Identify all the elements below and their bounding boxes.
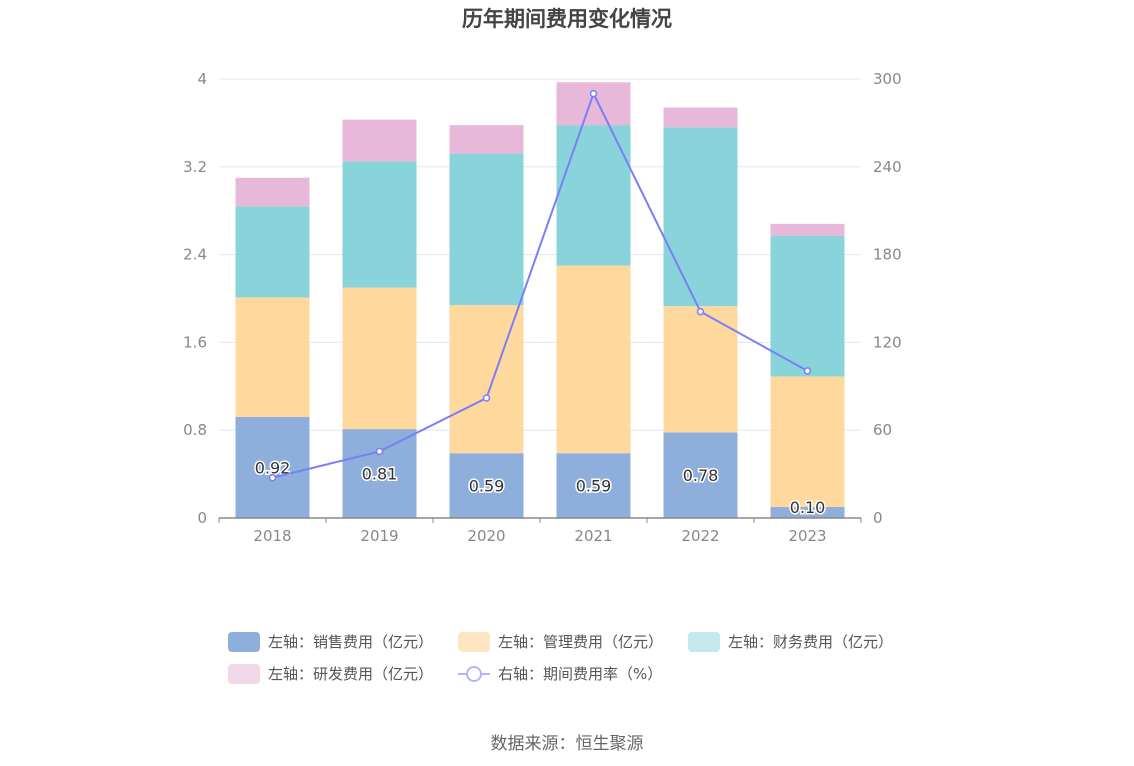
right-axis-tick-label: 180 xyxy=(873,246,902,264)
rate-point xyxy=(268,474,277,482)
rate-line xyxy=(272,91,808,479)
bar-sales xyxy=(770,507,845,518)
bar-finance xyxy=(235,206,310,298)
bar-sales xyxy=(342,429,417,518)
legend-swatch-admin xyxy=(458,631,490,652)
bar-rnd xyxy=(342,119,417,162)
left-axis-tick-label: 4 xyxy=(197,70,207,88)
left-axis-tick-label: 3.2 xyxy=(183,158,207,176)
bar-admin xyxy=(663,306,738,433)
x-axis-tick-label: 2023 xyxy=(788,527,826,545)
rate-point xyxy=(803,367,812,375)
data-label-sales: 0.59 xyxy=(576,477,612,496)
data-label-sales: 0.78 xyxy=(683,466,719,485)
data-label-sales: 0.92 xyxy=(255,459,291,478)
bar-rnd xyxy=(449,125,524,154)
bar-finance xyxy=(556,125,631,266)
x-axis-tick-label: 2022 xyxy=(681,527,719,545)
left-axis-tick-label: 0.8 xyxy=(183,421,207,439)
bar-sales xyxy=(663,432,738,518)
bar-label-layer: 0.92 0.81 0.59 0.59 0.78 0.10 xyxy=(253,457,827,519)
bar-layer xyxy=(235,82,845,518)
legend-label-rate: 右轴：期间费用率（%） xyxy=(498,665,663,683)
chart-title: 历年期间费用变化情况 xyxy=(462,7,672,31)
rate-point xyxy=(375,447,384,456)
legend-swatch-sales xyxy=(228,631,260,652)
bar-rnd xyxy=(663,107,738,128)
bar-finance xyxy=(342,161,417,288)
bar-sales xyxy=(449,453,524,518)
bar-rnd xyxy=(235,177,310,207)
bar-admin xyxy=(342,287,417,430)
legend-swatch-finance xyxy=(688,631,720,652)
legend-label-rnd: 左轴：研发费用（亿元） xyxy=(268,665,434,683)
legend-label-sales: 左轴：销售费用（亿元） xyxy=(268,633,434,651)
legend-item-rate[interactable]: 右轴：期间费用率（%） xyxy=(458,663,662,684)
chart-plot: 0.92 0.81 0.59 0.59 0.78 0.10 0 0 0.8 60 1.6 120 2.… xyxy=(183,70,902,545)
right-axis-tick-label: 120 xyxy=(873,333,902,351)
axes: 0 0 0.8 60 1.6 120 2.4 180 3.2 240 4 300 2018 2019 202… xyxy=(183,70,902,545)
legend-label-finance: 左轴：财务费用（亿元） xyxy=(728,633,894,651)
bar-rnd xyxy=(556,82,631,126)
left-axis-tick-label: 1.6 xyxy=(183,333,207,351)
legend-swatch-rate xyxy=(458,664,490,684)
rate-point xyxy=(589,89,598,98)
rate-point xyxy=(482,394,491,402)
data-label-sales: 0.10 xyxy=(790,498,826,517)
bar-finance xyxy=(770,235,845,377)
bar-admin xyxy=(235,297,310,418)
bar-finance xyxy=(663,127,738,307)
right-axis-tick-label: 60 xyxy=(873,421,892,439)
bar-rnd xyxy=(770,223,845,236)
right-axis-tick-label: 240 xyxy=(873,158,902,176)
legend-label-admin: 左轴：管理费用（亿元） xyxy=(498,633,664,651)
x-axis-tick-label: 2021 xyxy=(574,527,612,545)
bar-finance xyxy=(449,153,524,306)
legend-item-admin[interactable]: 左轴：管理费用（亿元） xyxy=(458,631,663,652)
legend-swatch-rnd xyxy=(228,663,260,684)
x-axis-tick-label: 2020 xyxy=(467,527,505,545)
rate-point xyxy=(696,307,705,316)
bar-admin xyxy=(770,376,845,508)
legend-item-rnd[interactable]: 左轴：研发费用（亿元） xyxy=(228,663,433,684)
data-label-sales: 0.59 xyxy=(469,477,505,496)
left-axis-tick-label: 0 xyxy=(197,509,207,527)
legend-item-finance[interactable]: 左轴：财务费用（亿元） xyxy=(688,631,893,652)
right-axis-tick-label: 0 xyxy=(873,509,883,527)
x-axis-tick-label: 2018 xyxy=(253,527,291,545)
left-axis-tick-label: 2.4 xyxy=(183,246,207,264)
bar-sales xyxy=(556,453,631,518)
data-source: 数据来源：恒生聚源 xyxy=(490,734,644,754)
bar-sales xyxy=(235,417,310,518)
legend-item-sales[interactable]: 左轴：销售费用（亿元） xyxy=(228,631,433,652)
x-axis-tick-label: 2019 xyxy=(360,527,398,545)
right-axis-tick-label: 300 xyxy=(873,70,902,88)
gridlines xyxy=(219,78,861,431)
data-label-sales: 0.81 xyxy=(362,465,398,484)
line-layer xyxy=(268,89,812,482)
bar-admin xyxy=(556,265,631,454)
